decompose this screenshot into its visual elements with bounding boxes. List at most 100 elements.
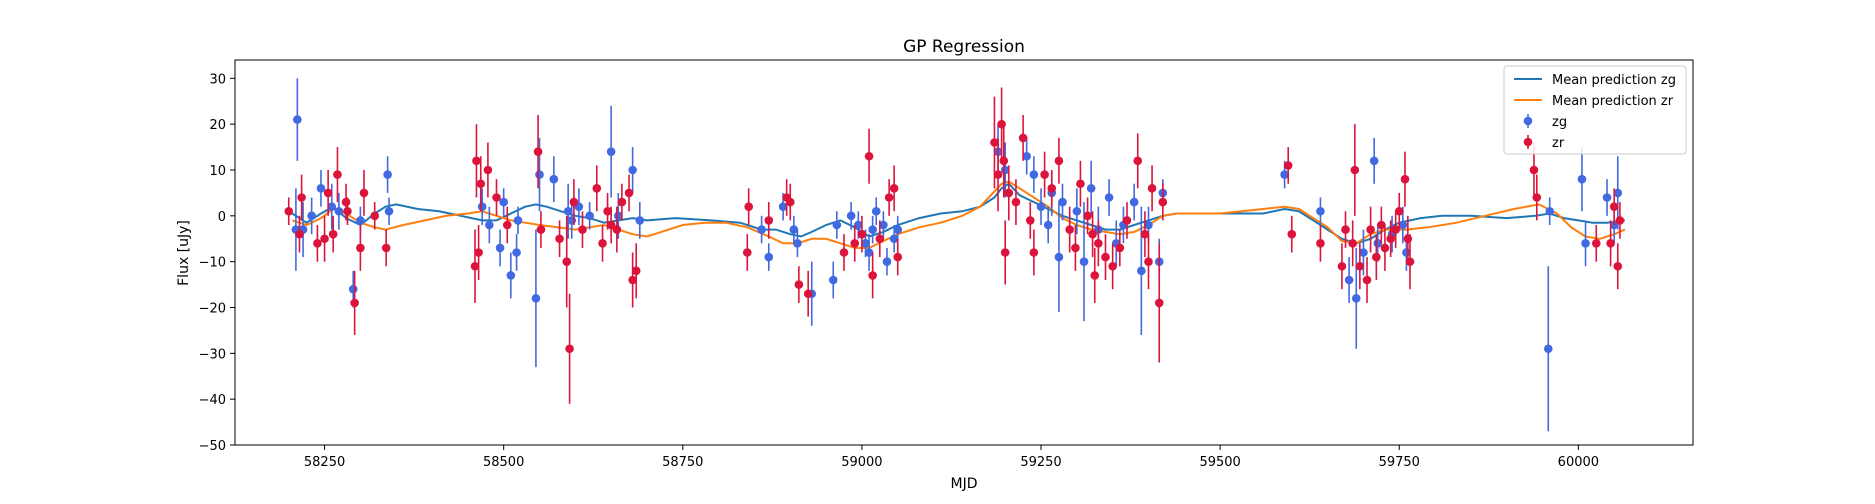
point-zr: [857, 229, 867, 239]
point-zr: [476, 179, 486, 189]
point-zr: [1122, 216, 1132, 225]
axes: [234, 59, 1694, 446]
point-zg: [635, 216, 645, 225]
point-zr: [333, 170, 342, 179]
point-zg: [606, 147, 616, 156]
y-tick-label: 0: [218, 210, 226, 225]
point-zg: [846, 211, 856, 221]
y-tick-label: 30: [209, 72, 226, 87]
y-axis-label: Flux [uJy]: [176, 220, 192, 286]
point-zg: [1137, 266, 1146, 276]
legend-box: [1503, 65, 1687, 155]
point-zr: [370, 211, 380, 221]
legend-marker-swatch: [1523, 116, 1533, 126]
point-zr: [578, 225, 587, 234]
point-zr: [624, 188, 634, 198]
x-tick-label: 59750: [1379, 455, 1420, 470]
point-zr: [1101, 252, 1110, 262]
point-zg: [628, 165, 637, 175]
point-zg: [316, 184, 326, 193]
point-zr: [1391, 225, 1400, 234]
point-zg: [356, 216, 365, 225]
point-zr: [284, 206, 294, 216]
point-zr: [1011, 197, 1021, 207]
point-zg: [495, 243, 505, 253]
point-zr: [320, 234, 329, 244]
point-zg: [1577, 174, 1587, 184]
point-zr: [470, 261, 480, 271]
y-tick-label: 20: [209, 118, 226, 133]
point-zr: [1366, 225, 1375, 234]
point-zg: [585, 211, 594, 221]
point-zg: [512, 248, 521, 257]
y-tick-label: −40: [199, 393, 226, 408]
y-tick-label: −10: [199, 256, 226, 271]
x-tick-label: 58500: [483, 455, 524, 470]
point-zr: [536, 225, 546, 234]
point-zr: [1088, 229, 1097, 239]
point-zg: [1369, 156, 1379, 166]
x-tick-label: 58750: [662, 455, 703, 470]
plot-area-frame: [234, 59, 1694, 446]
point-zr: [1350, 165, 1360, 175]
point-zr: [356, 243, 365, 253]
point-zr: [1047, 184, 1057, 193]
point-zr: [502, 220, 512, 230]
x-tick-label: 59250: [1020, 455, 1061, 470]
point-zr: [1377, 220, 1386, 230]
x-tick-label: 58250: [304, 455, 345, 470]
point-zr: [350, 298, 359, 308]
point-zr: [295, 229, 304, 239]
point-zr: [839, 248, 849, 257]
point-zg: [506, 271, 516, 280]
point-zg: [477, 202, 487, 211]
legend-label: Mean prediction zr: [1552, 94, 1674, 109]
point-zr: [889, 184, 899, 193]
point-zg: [307, 211, 316, 221]
point-zg: [549, 174, 559, 184]
point-zg: [764, 252, 774, 262]
point-zr: [803, 289, 813, 299]
point-zr: [562, 257, 572, 266]
point-zr: [565, 344, 574, 354]
point-zr: [864, 151, 874, 161]
point-zr: [1076, 179, 1085, 189]
point-zr: [1154, 298, 1164, 308]
point-zr: [1529, 165, 1539, 175]
point-zr: [343, 206, 352, 216]
point-zg: [1543, 344, 1553, 354]
x-axis-label: MJD: [951, 476, 978, 492]
point-zr: [850, 239, 860, 248]
point-zr: [628, 275, 637, 285]
point-zr: [868, 271, 877, 280]
point-zr: [603, 206, 612, 216]
point-zr: [472, 156, 481, 166]
point-zg: [1129, 197, 1139, 207]
point-zg: [868, 225, 877, 234]
point-zr: [1341, 225, 1350, 234]
prediction-lines: [291, 180, 1626, 249]
point-zr: [1609, 202, 1619, 211]
point-zr: [1362, 275, 1372, 285]
point-zg: [778, 202, 788, 211]
point-zr: [598, 239, 607, 248]
point-zr: [893, 252, 903, 262]
point-zg: [757, 225, 766, 234]
point-zr: [1158, 197, 1168, 207]
legend-label: zg: [1552, 115, 1567, 130]
point-zg: [513, 216, 523, 225]
point-zr: [631, 266, 641, 276]
point-zr: [1394, 206, 1404, 216]
point-zr: [742, 248, 752, 257]
point-zg: [1104, 193, 1114, 202]
point-zr: [794, 280, 804, 289]
y-tick-label: 10: [209, 164, 226, 179]
point-zr: [785, 197, 795, 207]
point-zr: [990, 138, 999, 147]
point-zg: [861, 239, 870, 248]
point-zr: [875, 234, 885, 244]
chart-title: GP Regression: [903, 37, 1025, 57]
point-zr: [492, 193, 501, 202]
point-zr: [606, 220, 616, 230]
point-zr: [1532, 193, 1542, 202]
